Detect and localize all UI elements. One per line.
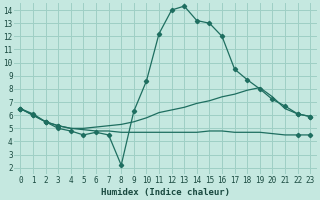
X-axis label: Humidex (Indice chaleur): Humidex (Indice chaleur): [101, 188, 230, 197]
